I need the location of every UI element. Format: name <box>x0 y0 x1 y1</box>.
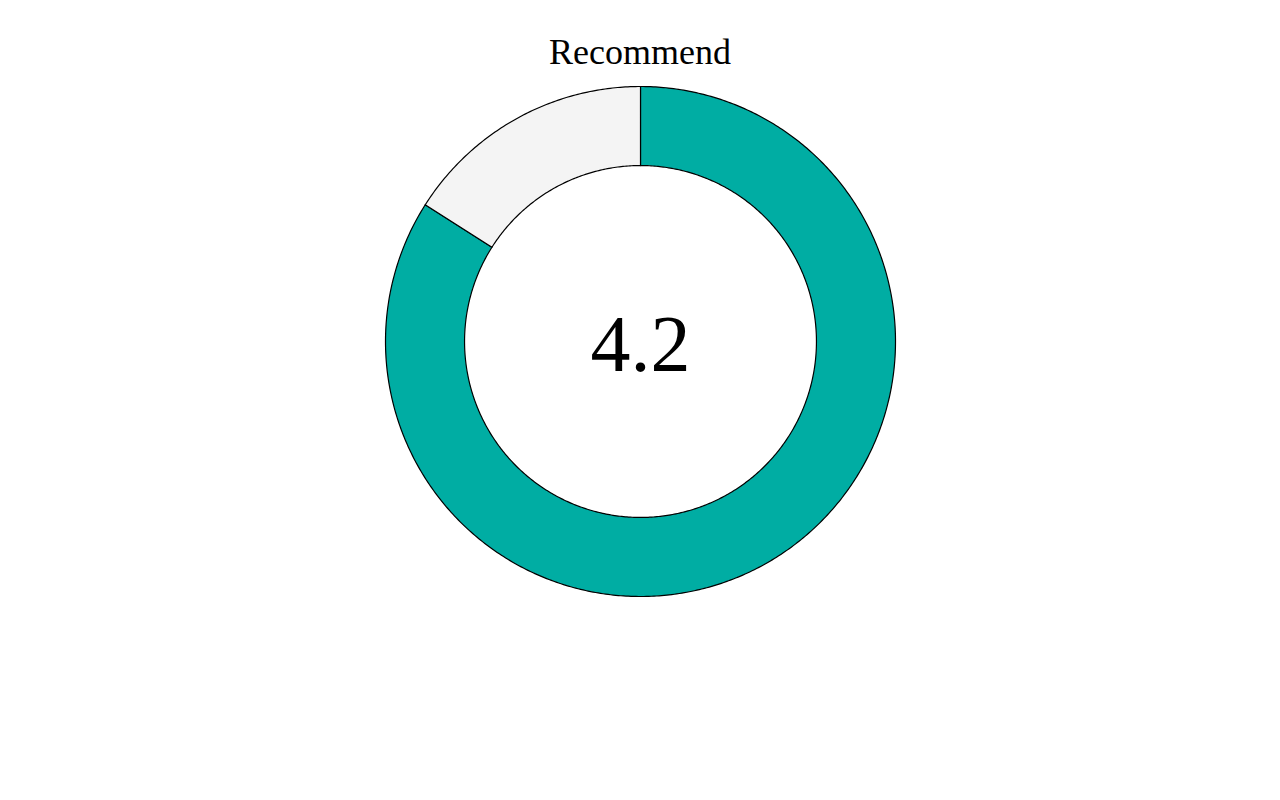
svg-text:4.2: 4.2 <box>591 300 691 388</box>
html-text:Recommend: Recommend <box>549 32 731 72</box>
